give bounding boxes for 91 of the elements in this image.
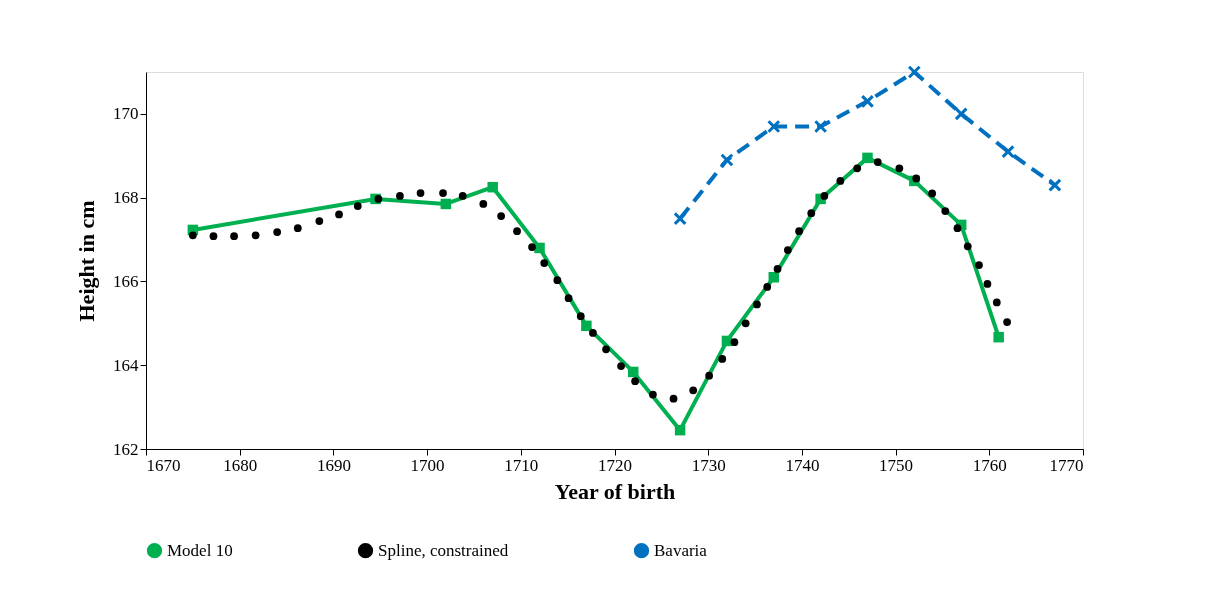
point bbox=[853, 164, 862, 173]
point bbox=[589, 329, 597, 337]
x-tick-label: 1770 bbox=[1049, 455, 1084, 475]
point bbox=[416, 189, 425, 197]
point bbox=[497, 212, 505, 220]
point bbox=[963, 242, 972, 251]
point bbox=[335, 210, 343, 219]
point bbox=[564, 294, 573, 303]
x-tick-label: 1750 bbox=[879, 455, 914, 475]
point bbox=[602, 345, 610, 354]
y-tick-label: 170 bbox=[113, 104, 139, 124]
point bbox=[513, 227, 521, 236]
point bbox=[649, 390, 657, 399]
point bbox=[975, 261, 983, 269]
point bbox=[992, 298, 1001, 307]
point bbox=[251, 231, 260, 240]
point bbox=[273, 228, 282, 236]
point bbox=[458, 192, 467, 200]
legend-label: Spline, constrained bbox=[378, 540, 509, 560]
point bbox=[767, 119, 781, 134]
point bbox=[188, 231, 197, 240]
point bbox=[581, 320, 592, 332]
point bbox=[553, 276, 562, 285]
point bbox=[396, 192, 404, 200]
point bbox=[617, 362, 625, 370]
y-tick-label: 162 bbox=[113, 439, 139, 459]
point bbox=[912, 174, 921, 183]
point bbox=[941, 207, 950, 215]
point bbox=[230, 232, 238, 241]
point bbox=[895, 164, 904, 173]
point bbox=[807, 209, 816, 218]
x-tick-label: 1670 bbox=[146, 455, 181, 475]
point bbox=[860, 94, 875, 109]
y-tick-label: 168 bbox=[113, 188, 139, 208]
point bbox=[862, 152, 873, 164]
point bbox=[1001, 144, 1015, 159]
legend-label: Model 10 bbox=[167, 540, 233, 560]
point bbox=[673, 211, 687, 226]
y-tick-label: 166 bbox=[113, 271, 139, 291]
point bbox=[763, 283, 772, 291]
point bbox=[993, 331, 1004, 343]
point bbox=[836, 177, 845, 185]
x-tick-label: 1680 bbox=[223, 455, 258, 475]
point bbox=[487, 181, 498, 193]
point bbox=[705, 371, 714, 380]
point bbox=[674, 424, 686, 436]
x-axis-title: Year of birth bbox=[554, 478, 676, 504]
point bbox=[374, 195, 383, 203]
x-tick-label: 1730 bbox=[691, 455, 726, 475]
point bbox=[730, 338, 739, 347]
point bbox=[440, 198, 452, 210]
x-tick-label: 1710 bbox=[504, 455, 539, 475]
point bbox=[795, 227, 803, 236]
point bbox=[741, 319, 750, 328]
point bbox=[534, 242, 545, 254]
point bbox=[540, 259, 549, 267]
point bbox=[953, 224, 962, 233]
point bbox=[753, 300, 761, 309]
point bbox=[1048, 178, 1062, 192]
point bbox=[718, 355, 727, 363]
point bbox=[689, 386, 698, 395]
x-tick-label: 1760 bbox=[972, 455, 1007, 475]
point bbox=[983, 280, 992, 288]
point bbox=[315, 217, 324, 225]
point bbox=[439, 189, 447, 197]
point bbox=[783, 246, 792, 254]
point bbox=[209, 232, 218, 241]
x-tick-label: 1690 bbox=[316, 455, 351, 475]
x-tick-label: 1700 bbox=[410, 455, 445, 475]
y-axis-title: Height in cm bbox=[74, 200, 99, 322]
x-tick-label: 1720 bbox=[598, 455, 632, 475]
point bbox=[576, 312, 585, 321]
point bbox=[820, 192, 829, 200]
point bbox=[873, 158, 882, 166]
legend-label: Bavaria bbox=[654, 540, 708, 560]
point bbox=[720, 153, 734, 167]
point bbox=[631, 377, 639, 386]
point bbox=[928, 189, 937, 198]
point bbox=[907, 65, 922, 79]
point bbox=[1003, 318, 1011, 326]
point bbox=[293, 224, 302, 233]
point bbox=[528, 243, 536, 251]
x-tick-label: 1740 bbox=[785, 455, 820, 475]
point bbox=[954, 107, 968, 121]
point bbox=[813, 119, 828, 134]
point bbox=[773, 265, 782, 273]
point bbox=[628, 366, 639, 378]
point bbox=[669, 394, 678, 403]
y-tick-label: 164 bbox=[113, 355, 139, 375]
point bbox=[353, 202, 362, 210]
point bbox=[479, 200, 488, 208]
